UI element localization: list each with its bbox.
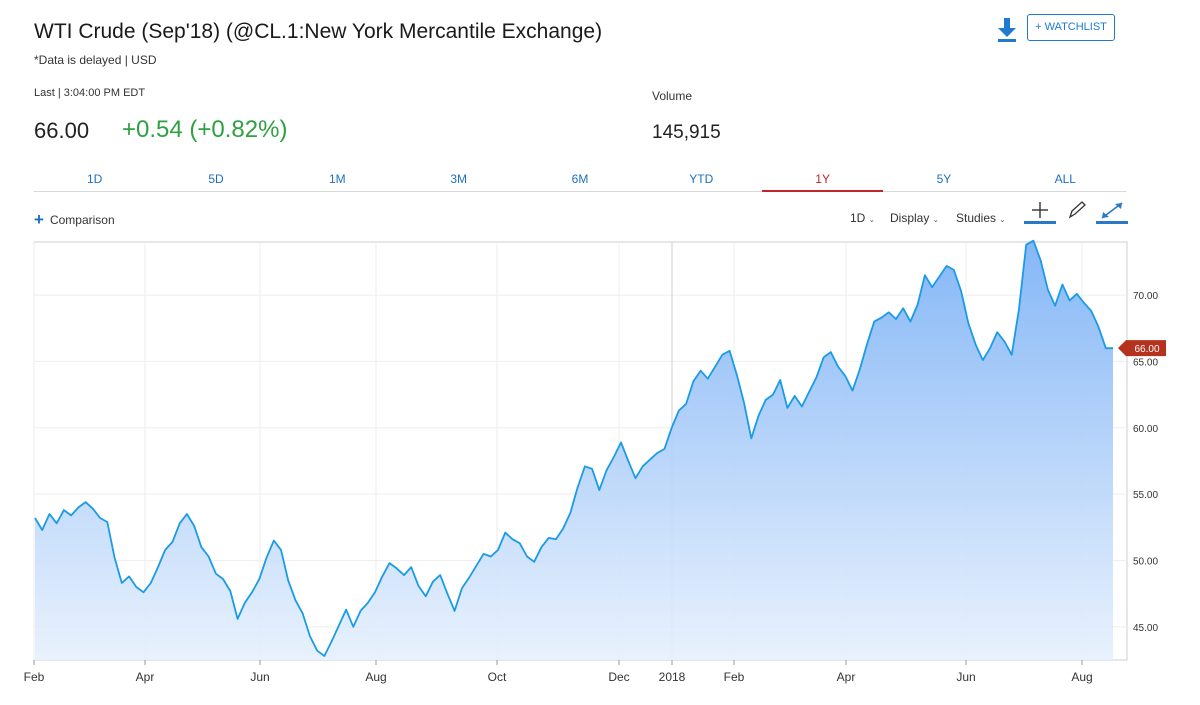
tab-6m[interactable]: 6M	[571, 172, 589, 186]
chevron-down-icon: ⌄	[932, 215, 940, 224]
y-tick-label: 65.00	[1133, 357, 1158, 368]
last-price-label: 66.00	[1134, 344, 1159, 355]
tab-1y[interactable]: 1Y	[761, 167, 884, 192]
x-tick-label: 2018	[659, 670, 686, 684]
tab-1d[interactable]: 1D	[86, 172, 103, 186]
x-tick-label: Feb	[24, 670, 45, 684]
y-tick-label: 45.00	[1133, 623, 1158, 634]
tab-1m[interactable]: 1M	[328, 172, 346, 186]
x-tick-label: Oct	[488, 670, 507, 684]
crosshair-icon[interactable]	[1024, 200, 1056, 224]
display-dropdown[interactable]: Display ⌄	[890, 211, 939, 225]
price-change: +0.54 (+0.82%)	[122, 116, 288, 143]
download-icon[interactable]	[995, 16, 1019, 42]
chevron-down-icon: ⌄	[999, 215, 1006, 224]
y-tick-label: 60.00	[1133, 424, 1158, 435]
y-tick-label: 55.00	[1133, 490, 1158, 501]
last-price: 66.00	[34, 118, 90, 143]
interval-dropdown[interactable]: 1D ⌄	[850, 211, 875, 225]
interval-label: 1D	[850, 211, 866, 225]
comparison-label: Comparison	[49, 213, 115, 227]
last-price-flag	[1118, 340, 1166, 357]
x-tick-label: Aug	[1071, 670, 1092, 684]
price-area	[35, 240, 1113, 660]
add-to-watchlist-button[interactable]: + WATCHLIST	[1027, 14, 1115, 41]
chevron-down-icon: ⌄	[868, 215, 876, 224]
pencil-icon[interactable]	[1061, 200, 1093, 224]
tab-all[interactable]: ALL	[1054, 172, 1076, 186]
tab-5y[interactable]: 5Y	[936, 172, 952, 186]
display-label: Display	[890, 211, 930, 225]
x-tick-label: Apr	[837, 670, 856, 684]
page-title: WTI Crude (Sep'18) (@CL.1:New York Merca…	[34, 20, 603, 43]
x-tick-label: Jun	[250, 670, 269, 684]
y-tick-label: 70.00	[1133, 291, 1158, 302]
y-tick-label: 50.00	[1133, 556, 1158, 567]
studies-dropdown[interactable]: Studies ⌄	[956, 211, 1006, 225]
last-trade-time: Last | 3:04:00 PM EDT	[34, 87, 146, 99]
studies-label: Studies	[956, 211, 997, 225]
tab-5d[interactable]: 5D	[208, 172, 224, 186]
x-tick-label: Jun	[956, 670, 975, 684]
plus-icon: +	[34, 210, 44, 229]
add-comparison-button[interactable]: + Comparison	[34, 210, 115, 230]
data-delay-note: *Data is delayed | USD	[34, 53, 157, 67]
x-tick-label: Aug	[365, 670, 386, 684]
tab-ytd[interactable]: YTD	[689, 172, 714, 186]
range-tabs: 1D 5D 1M 3M 6M YTD 1Y 5Y ALL	[34, 167, 1126, 192]
x-tick-label: Feb	[724, 670, 745, 684]
expand-icon[interactable]	[1096, 200, 1128, 224]
price-line	[34, 239, 1113, 657]
x-tick-label: Dec	[608, 670, 629, 684]
tab-3m[interactable]: 3M	[450, 172, 467, 186]
volume-value: 145,915	[652, 122, 721, 143]
x-tick-label: Apr	[136, 670, 155, 684]
volume-label: Volume	[652, 89, 693, 103]
